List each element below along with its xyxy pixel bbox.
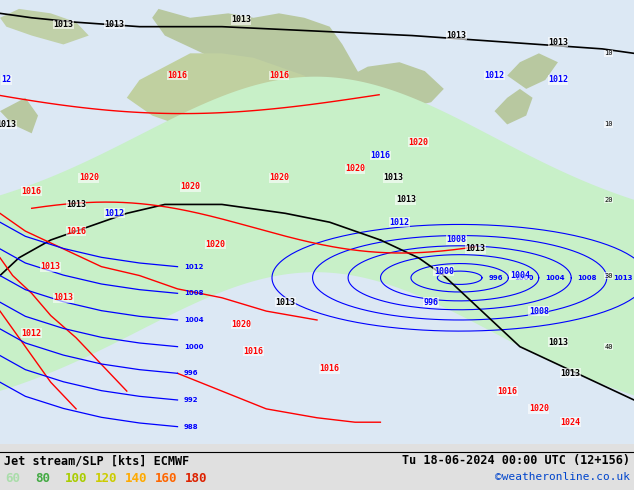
Text: 1020: 1020: [529, 404, 549, 414]
Text: 20: 20: [604, 197, 613, 203]
Text: 996: 996: [424, 298, 439, 307]
Text: 140: 140: [125, 472, 148, 485]
Polygon shape: [495, 89, 533, 124]
Text: 1013: 1013: [275, 298, 295, 307]
Text: 10: 10: [604, 50, 613, 56]
Text: 1013: 1013: [0, 120, 16, 129]
Text: Jet stream/SLP [kts] ECMWF: Jet stream/SLP [kts] ECMWF: [4, 454, 190, 467]
Text: 1004: 1004: [184, 317, 204, 323]
Text: 1012: 1012: [184, 264, 204, 270]
Text: 120: 120: [95, 472, 117, 485]
Text: 1020: 1020: [205, 240, 226, 249]
Polygon shape: [0, 9, 89, 45]
Text: 1013: 1013: [66, 200, 86, 209]
Text: 60: 60: [5, 472, 20, 485]
Text: 1004: 1004: [545, 275, 565, 281]
Text: 1000: 1000: [184, 343, 204, 350]
Text: 1016: 1016: [269, 71, 289, 80]
Text: 1013: 1013: [53, 294, 74, 302]
Text: 1016: 1016: [22, 187, 42, 196]
Text: 1013: 1013: [41, 262, 61, 271]
Text: 1016: 1016: [167, 71, 188, 80]
Text: 1008: 1008: [529, 307, 549, 316]
Text: 1012: 1012: [104, 209, 124, 218]
Text: 1016: 1016: [66, 226, 86, 236]
Text: 30: 30: [604, 272, 613, 278]
Text: 1024: 1024: [560, 417, 581, 427]
Text: 1013: 1013: [548, 38, 568, 47]
Text: 988: 988: [184, 424, 198, 430]
Polygon shape: [533, 298, 577, 338]
Text: 1016: 1016: [497, 387, 517, 395]
Polygon shape: [241, 173, 266, 196]
Text: 1012: 1012: [389, 218, 410, 227]
Text: 1008: 1008: [578, 275, 597, 281]
Text: 180: 180: [185, 472, 207, 485]
Text: 1000: 1000: [434, 267, 454, 275]
Polygon shape: [152, 9, 380, 124]
Text: 1013: 1013: [383, 173, 403, 182]
Polygon shape: [507, 53, 558, 89]
Text: 996: 996: [184, 370, 198, 376]
Text: 1020: 1020: [79, 173, 99, 182]
Text: 992: 992: [184, 397, 198, 403]
Polygon shape: [0, 98, 38, 133]
Text: 1013: 1013: [104, 20, 124, 29]
Text: 1020: 1020: [231, 320, 251, 329]
Text: 1004: 1004: [510, 271, 530, 280]
Text: 1013: 1013: [231, 16, 251, 24]
Text: 1020: 1020: [180, 182, 200, 191]
Text: 1013: 1013: [53, 20, 74, 29]
Text: 1020: 1020: [345, 164, 365, 173]
Polygon shape: [127, 53, 330, 165]
Text: ©weatheronline.co.uk: ©weatheronline.co.uk: [495, 472, 630, 482]
Text: 40: 40: [604, 343, 613, 350]
Text: 80: 80: [35, 472, 50, 485]
Polygon shape: [342, 62, 444, 107]
Text: Tu 18-06-2024 00:00 UTC (12+156): Tu 18-06-2024 00:00 UTC (12+156): [402, 454, 630, 467]
Text: 1013: 1013: [446, 31, 467, 40]
Text: 1016: 1016: [243, 346, 264, 356]
Text: 1013: 1013: [613, 275, 633, 281]
Text: 1013: 1013: [548, 338, 568, 347]
Text: 1013: 1013: [396, 196, 416, 204]
Text: 100: 100: [65, 472, 87, 485]
Text: 1012: 1012: [548, 75, 568, 84]
Polygon shape: [545, 253, 583, 289]
Text: 1020: 1020: [269, 173, 289, 182]
Text: 996: 996: [488, 275, 503, 281]
Text: 12: 12: [1, 75, 11, 84]
Text: 1013: 1013: [465, 245, 486, 253]
Text: 1016: 1016: [320, 365, 340, 373]
Text: 1008: 1008: [184, 290, 204, 296]
Text: 10: 10: [604, 122, 613, 127]
Text: 1012: 1012: [22, 329, 42, 338]
Text: 1000: 1000: [515, 275, 534, 281]
Text: 1020: 1020: [408, 138, 429, 147]
Text: 1013: 1013: [560, 369, 581, 378]
Text: 160: 160: [155, 472, 178, 485]
Text: 1016: 1016: [370, 151, 391, 160]
Text: 1008: 1008: [446, 236, 467, 245]
Text: 1012: 1012: [484, 71, 505, 80]
